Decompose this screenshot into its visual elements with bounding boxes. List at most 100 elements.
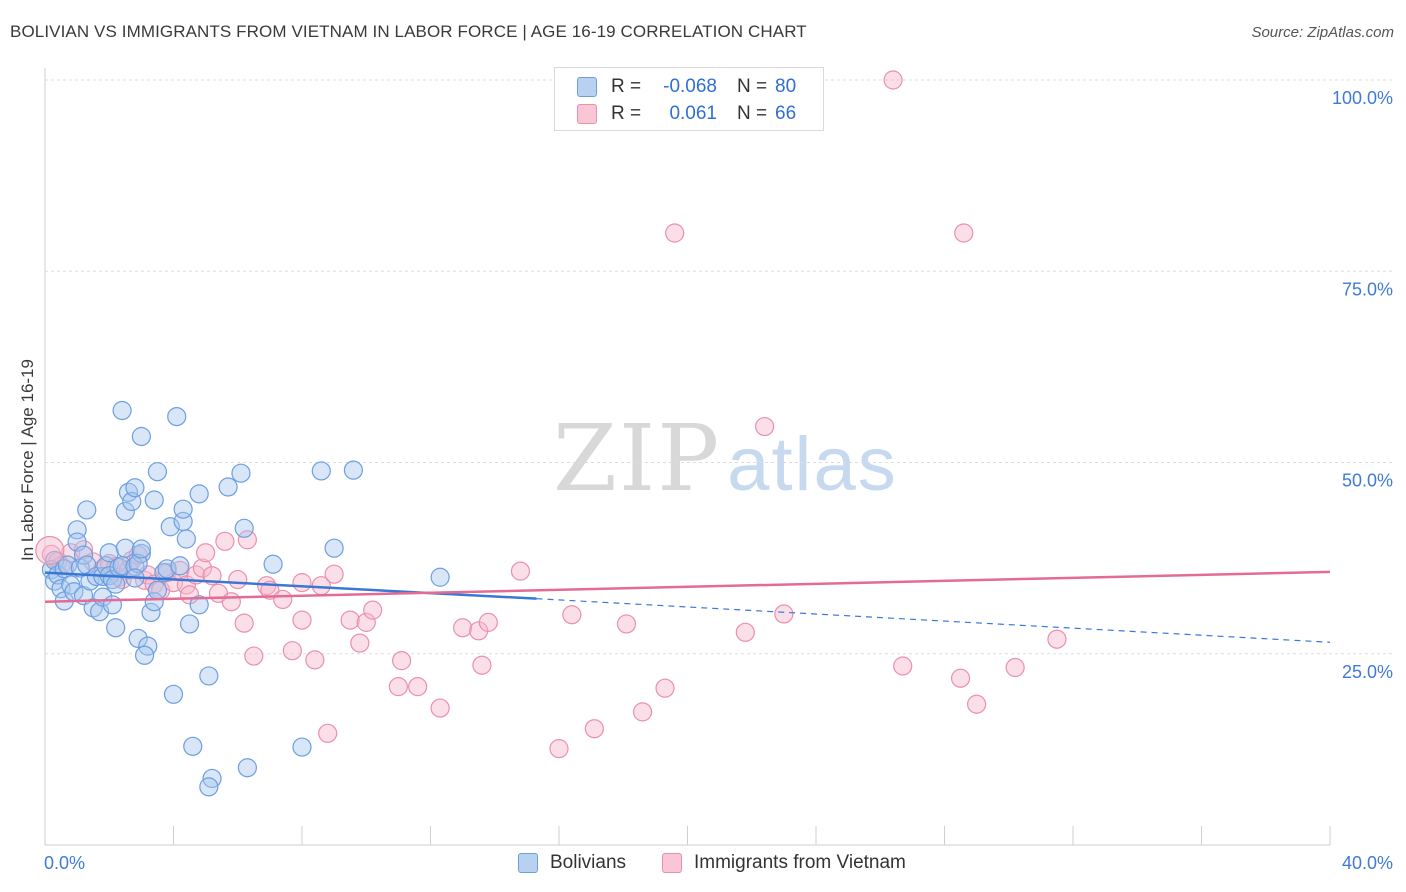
x-tick-label: 0.0% bbox=[44, 853, 85, 873]
bolivian-point bbox=[115, 538, 135, 558]
bolivian-point bbox=[343, 460, 363, 480]
watermark: ZIPatlas bbox=[553, 405, 898, 512]
vietnam-point bbox=[356, 612, 376, 632]
legend-n-value: 80 bbox=[775, 76, 797, 97]
vietnam-point bbox=[430, 698, 450, 718]
vietnam-point bbox=[549, 739, 569, 759]
vietnam-point bbox=[318, 723, 338, 743]
vietnam-point bbox=[967, 694, 987, 714]
vietnam-point bbox=[196, 543, 216, 563]
y-tick-label: 100.0% bbox=[1332, 88, 1393, 108]
vietnam-point bbox=[735, 622, 755, 642]
bolivian-point bbox=[199, 777, 219, 797]
bolivian-point bbox=[263, 554, 283, 574]
legend-swatch-pink bbox=[577, 104, 597, 124]
bolivian-point bbox=[218, 477, 238, 497]
vietnam-point bbox=[893, 656, 913, 676]
bolivian-point bbox=[179, 614, 200, 634]
vietnam-point bbox=[324, 564, 344, 584]
vietnam-point bbox=[774, 604, 794, 624]
bolivian-point bbox=[173, 499, 193, 519]
vietnam-point bbox=[350, 633, 370, 653]
vietnam-point bbox=[632, 702, 653, 722]
vietnam-point bbox=[305, 650, 325, 670]
legend-r-value: 0.061 bbox=[669, 103, 717, 124]
bottom-legend-swatch-pink bbox=[662, 853, 682, 873]
vietnam-point bbox=[363, 600, 383, 620]
bottom-legend-swatch-blue bbox=[518, 853, 538, 873]
vietnam-point bbox=[472, 655, 492, 675]
vietnam-point bbox=[950, 668, 971, 688]
bolivian-trend-extension bbox=[536, 598, 1331, 643]
legend-r-value: -0.068 bbox=[663, 76, 717, 97]
bolivian-point bbox=[77, 500, 97, 520]
vietnam-point bbox=[616, 614, 637, 634]
vietnam-point bbox=[754, 416, 775, 437]
vietnam-point bbox=[215, 531, 235, 551]
vietnam-point bbox=[1047, 629, 1067, 649]
bolivian-point bbox=[131, 539, 151, 559]
bolivian-point bbox=[237, 758, 257, 778]
watermark-zip: ZIP bbox=[553, 405, 722, 512]
bolivian-point bbox=[144, 592, 164, 612]
legend-row-bolivians: R = -0.068 N = 80 bbox=[577, 75, 815, 99]
bolivian-point bbox=[170, 556, 190, 576]
x-tick-label: 40.0% bbox=[1342, 853, 1393, 873]
bolivian-point bbox=[167, 407, 187, 427]
bolivian-trend-line bbox=[44, 571, 537, 600]
vietnam-point bbox=[562, 605, 582, 625]
vietnam-point bbox=[478, 612, 498, 632]
bolivian-point bbox=[163, 684, 184, 704]
vietnam-point bbox=[584, 719, 604, 739]
bolivian-point bbox=[144, 490, 164, 510]
source-credit: Source: ZipAtlas.com bbox=[1251, 24, 1394, 41]
y-tick-label: 25.0% bbox=[1342, 662, 1393, 682]
bolivian-point bbox=[176, 529, 196, 549]
legend-n-value: 66 bbox=[775, 103, 797, 124]
bolivian-point bbox=[125, 478, 145, 498]
y-tick-label: 75.0% bbox=[1342, 279, 1393, 299]
vietnam-point bbox=[954, 223, 974, 243]
bolivian-point bbox=[102, 595, 123, 615]
vietnam-point bbox=[228, 569, 248, 590]
vietnam-trend-line bbox=[44, 570, 1331, 603]
vietnam-point bbox=[244, 646, 264, 666]
bolivian-point bbox=[199, 666, 219, 686]
vietnam-point bbox=[883, 70, 903, 90]
legend-r-label: R = bbox=[611, 76, 642, 97]
vietnam-point bbox=[292, 610, 312, 630]
bolivian-point bbox=[311, 461, 331, 481]
bolivian-point bbox=[115, 501, 135, 522]
bolivian-point bbox=[430, 567, 450, 587]
vietnam-point bbox=[391, 651, 412, 671]
stats-legend: R = -0.068 N = 80 R = 0.061 N = 66 bbox=[554, 67, 824, 131]
bolivian-point bbox=[112, 400, 132, 421]
vietnam-point bbox=[408, 677, 428, 697]
vietnam-point bbox=[234, 613, 254, 633]
vietnam-point bbox=[665, 223, 685, 243]
bolivian-point bbox=[128, 553, 148, 574]
bottom-legend-label: Immigrants from Vietnam bbox=[694, 852, 906, 873]
vietnam-point bbox=[35, 535, 65, 566]
vietnam-point bbox=[292, 573, 312, 593]
vietnam-point bbox=[237, 530, 257, 550]
bolivian-point bbox=[147, 462, 168, 482]
bolivian-point bbox=[106, 618, 126, 638]
bolivian-point bbox=[160, 517, 180, 537]
y-tick-label: 50.0% bbox=[1342, 471, 1393, 491]
vietnam-point bbox=[453, 618, 473, 638]
vietnam-point bbox=[340, 610, 360, 630]
y-axis-title: In Labor Force | Age 16-19 bbox=[18, 359, 37, 561]
bolivian-point bbox=[292, 737, 312, 757]
legend-n-label: N = bbox=[737, 76, 768, 97]
bolivian-point bbox=[131, 426, 151, 447]
vietnam-point bbox=[282, 641, 302, 661]
bolivian-point bbox=[234, 518, 254, 538]
watermark-atlas: atlas bbox=[727, 422, 898, 507]
vietnam-point bbox=[388, 677, 408, 697]
bolivian-point bbox=[189, 595, 209, 615]
vietnam-point bbox=[510, 561, 531, 581]
legend-r-label: R = bbox=[611, 103, 642, 124]
chart-title: BOLIVIAN VS IMMIGRANTS FROM VIETNAM IN L… bbox=[10, 22, 807, 41]
